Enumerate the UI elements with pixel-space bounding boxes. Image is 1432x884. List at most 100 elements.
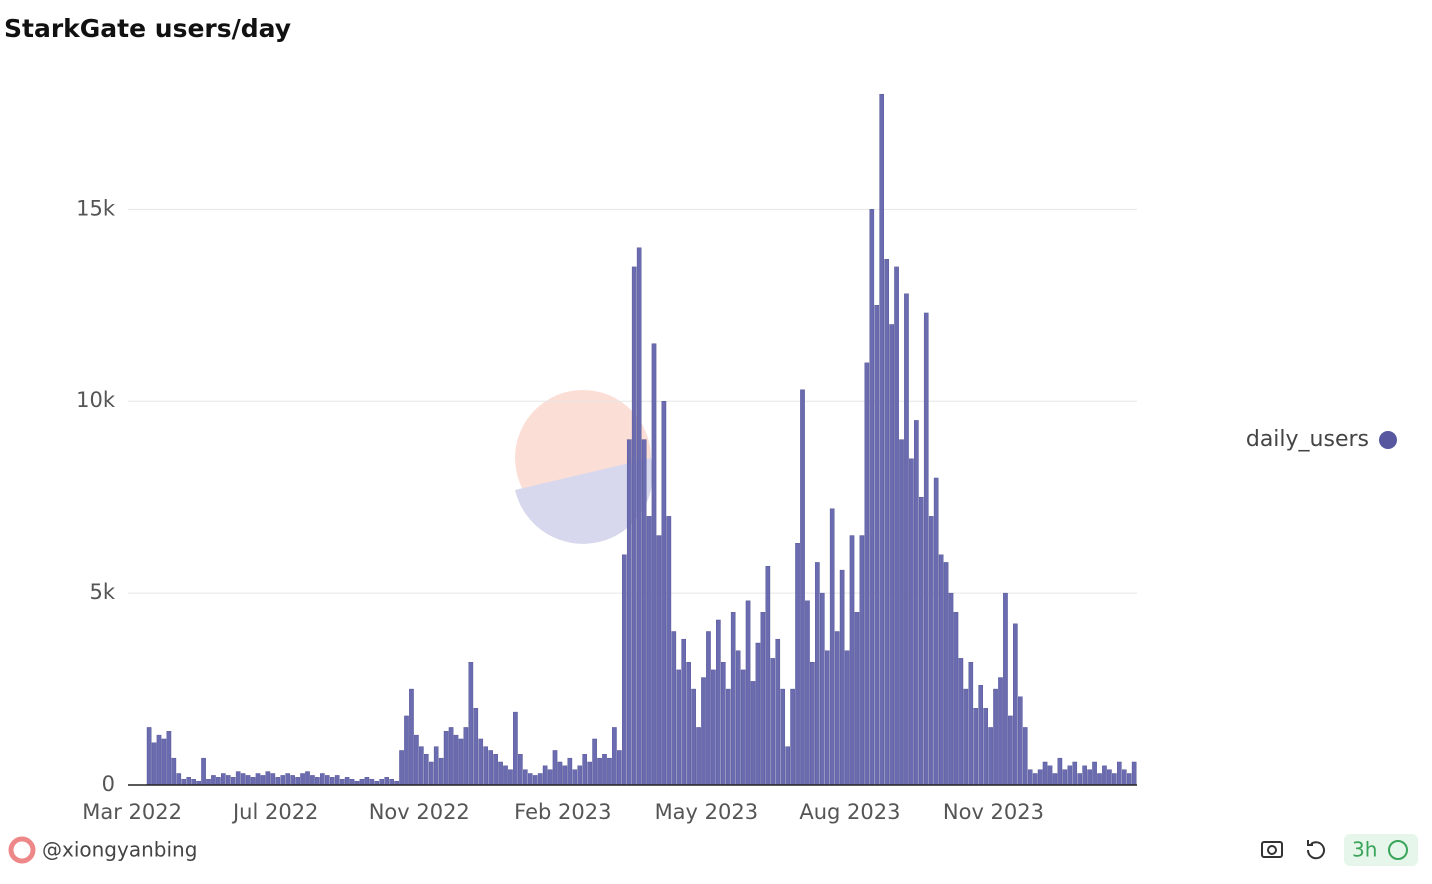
bar: [483, 746, 489, 786]
bar: [438, 757, 444, 786]
bar: [641, 439, 647, 786]
bar: [473, 708, 479, 786]
avatar[interactable]: [8, 836, 36, 864]
bar: [1082, 765, 1087, 786]
bar: [943, 562, 949, 786]
bar: [478, 738, 484, 786]
bar: [953, 612, 959, 786]
bar: [587, 761, 592, 786]
bar: [419, 746, 424, 786]
bar: [255, 773, 261, 786]
bar: [928, 516, 934, 786]
bar: [1062, 769, 1068, 786]
bar: [617, 750, 622, 786]
x-tick-label: Mar 2022: [82, 800, 182, 824]
bar: [622, 554, 627, 786]
bar: [508, 769, 513, 786]
bar: [290, 775, 295, 786]
bar: [1027, 769, 1033, 786]
bar: [176, 773, 182, 786]
bar: [983, 708, 988, 786]
bar: [364, 777, 370, 786]
bar: [250, 777, 256, 786]
bar: [211, 775, 216, 786]
bar: [1121, 769, 1127, 786]
bar: [725, 688, 731, 786]
bar: [839, 569, 845, 786]
bar: [389, 779, 394, 786]
bar: [750, 681, 756, 786]
bar: [805, 600, 810, 786]
bar: [201, 757, 206, 786]
camera-icon[interactable]: [1261, 841, 1283, 858]
bar: [1112, 773, 1117, 786]
x-tick-label: Nov 2022: [369, 800, 470, 824]
bar: [894, 266, 899, 786]
bar: [958, 658, 964, 786]
bar: [433, 746, 439, 786]
bar: [1087, 769, 1092, 786]
x-tick-label: Jul 2022: [231, 800, 318, 824]
bar: [795, 543, 800, 786]
bar: [349, 779, 355, 786]
bar: [156, 734, 162, 786]
bar: [493, 754, 498, 786]
bar: [468, 661, 474, 786]
bar: [612, 727, 617, 786]
bar: [780, 688, 786, 786]
bar: [686, 661, 691, 786]
bar: [1013, 623, 1018, 786]
bar: [706, 631, 711, 786]
bar: [1037, 769, 1043, 786]
bar: [775, 638, 781, 786]
bar: [602, 754, 607, 786]
refresh-icon[interactable]: [1306, 840, 1325, 860]
bar: [488, 750, 493, 786]
bar: [513, 711, 518, 786]
bar: [1097, 773, 1102, 786]
bar: [567, 757, 573, 786]
bar: [597, 757, 602, 786]
bar: [409, 688, 414, 786]
bar: [458, 738, 464, 786]
age: 3h: [1352, 838, 1377, 862]
bar: [656, 535, 662, 786]
bar: [1003, 592, 1008, 786]
bar: [547, 769, 553, 786]
bar: [532, 775, 538, 786]
bar: [424, 754, 429, 786]
bar: [810, 661, 815, 786]
check-icon: [1388, 840, 1408, 860]
bar: [607, 757, 612, 786]
bar: [790, 688, 795, 786]
bar: [334, 775, 340, 786]
legend-label: daily_users: [1246, 427, 1369, 452]
bar: [864, 362, 870, 786]
bar: [206, 779, 211, 786]
bar: [1126, 773, 1132, 786]
bar: [884, 259, 889, 786]
bar: [369, 779, 375, 786]
bar: [889, 324, 894, 786]
bar: [384, 777, 390, 786]
author[interactable]: @xiongyanbing: [42, 838, 197, 862]
bar: [562, 765, 568, 786]
bar: [978, 685, 984, 786]
bar: [537, 773, 543, 786]
bar: [280, 775, 286, 786]
bar: [691, 688, 696, 786]
bar: [1022, 727, 1028, 786]
bar: [671, 631, 677, 786]
bar: [448, 727, 454, 786]
bar: [503, 765, 508, 786]
bar: [285, 773, 291, 786]
bar: [295, 777, 300, 786]
bar: [320, 773, 325, 786]
bar: [557, 761, 563, 786]
bar: [740, 669, 746, 786]
bar: [676, 669, 682, 786]
bar: [730, 612, 736, 786]
bar: [716, 619, 721, 786]
bar: [785, 746, 790, 786]
